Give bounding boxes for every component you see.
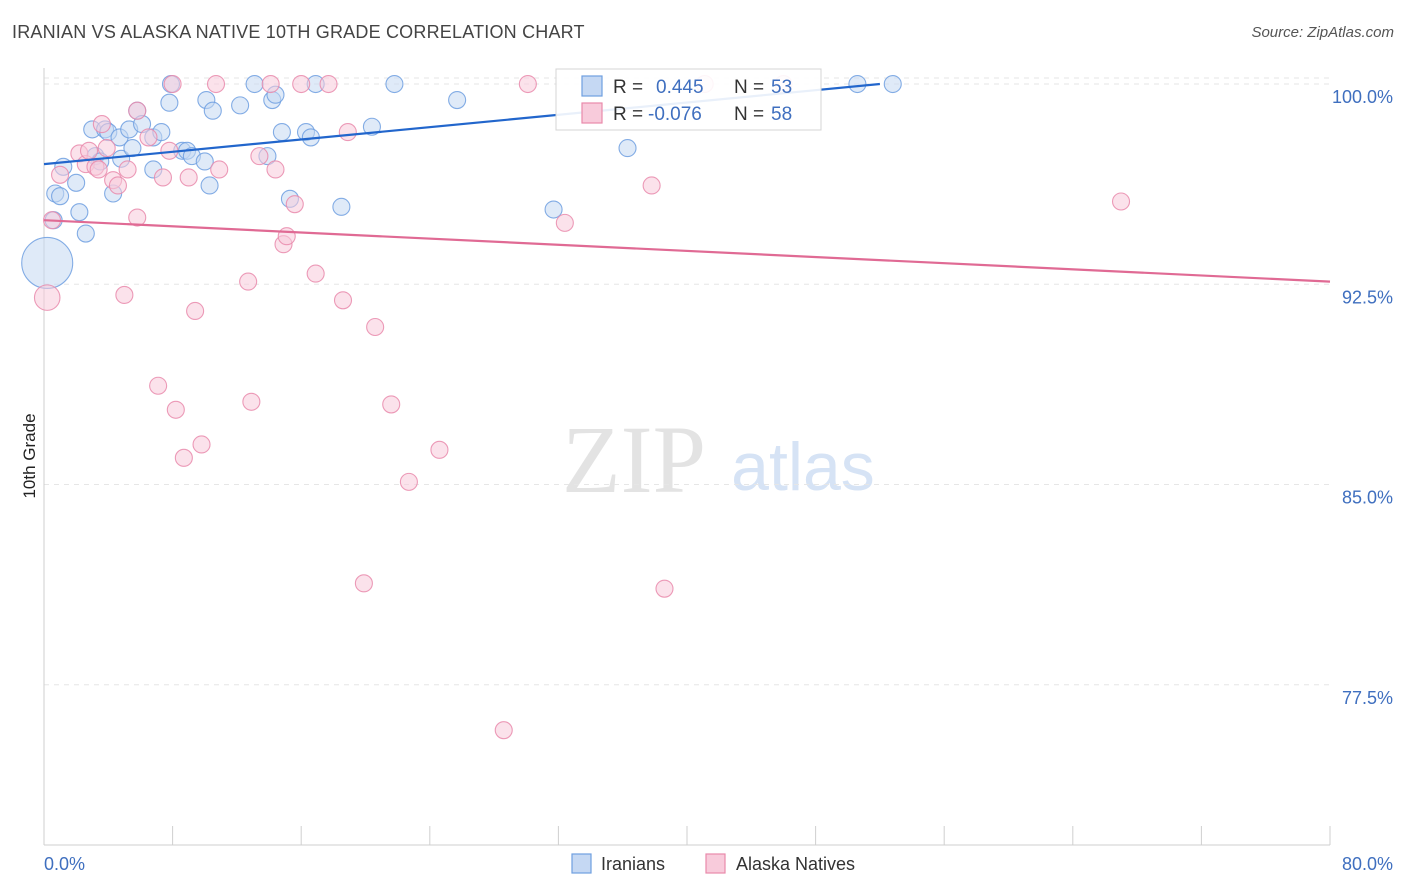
iranians-point <box>200 176 219 195</box>
alaska-natives-point <box>149 376 168 395</box>
alaska-natives-r-label: R = <box>613 104 643 125</box>
alaska-natives-point <box>92 115 111 134</box>
alaska-natives-point <box>642 176 661 195</box>
iranians-point <box>21 236 74 289</box>
alaska-natives-points <box>33 74 1131 740</box>
alaska-natives-point <box>108 176 127 195</box>
alaska-natives-point <box>333 291 353 310</box>
alaska-natives-point <box>192 435 211 454</box>
alaska-natives-point <box>89 160 108 179</box>
iranians-point <box>544 200 563 219</box>
iranians-point <box>51 187 70 206</box>
iranians-n-value: 53 <box>771 77 792 98</box>
alaska-natives-point <box>128 101 147 120</box>
alaska-natives-point <box>118 160 137 179</box>
alaska-natives-point <box>430 440 449 459</box>
legend-iranians-swatch <box>571 853 592 874</box>
x-ticks <box>43 826 1331 845</box>
iranians-point <box>160 93 179 112</box>
alaska-natives-point <box>206 74 226 94</box>
alaska-natives-point <box>115 285 134 305</box>
y-tick-labels: 77.5% 85.0% 92.5% 100.0% <box>1332 87 1393 708</box>
alaska-natives-point <box>354 574 373 593</box>
chart-title: IRANIAN VS ALASKA NATIVE 10TH GRADE CORR… <box>12 22 585 42</box>
alaska-natives-point <box>555 213 574 232</box>
x-tick-label-max: 80.0% <box>1342 854 1393 874</box>
iranians-r-value: 0.445 <box>656 77 704 98</box>
iranians-point <box>448 90 467 110</box>
iranians-point <box>385 74 404 94</box>
alaska-natives-point <box>494 721 513 740</box>
alaska-natives-point <box>163 74 182 94</box>
iranians-point <box>67 173 86 192</box>
y-tick-label: 77.5% <box>1342 688 1393 708</box>
alaska-natives-point <box>399 472 418 491</box>
iranians-point <box>231 96 250 115</box>
legend: Iranians Alaska Natives <box>571 853 855 874</box>
alaska-natives-point <box>277 227 296 246</box>
alaska-natives-point <box>239 272 258 291</box>
y-tick-label: 85.0% <box>1342 488 1393 508</box>
watermark-atlas: atlas <box>731 429 875 505</box>
alaska-natives-point <box>174 448 193 467</box>
alaska-natives-point <box>97 139 116 158</box>
alaska-natives-point <box>51 165 70 184</box>
alaska-natives-point <box>338 123 357 142</box>
iranians-point <box>245 74 264 94</box>
legend-alaska-natives-label: Alaska Natives <box>736 854 855 874</box>
x-tick-label-min: 0.0% <box>44 854 85 874</box>
alaska-natives-point <box>655 579 674 598</box>
iranians-n-label: N = <box>734 77 764 98</box>
alaska-natives-point <box>210 160 229 179</box>
alaska-natives-point <box>250 147 269 166</box>
alaska-natives-point <box>382 395 401 414</box>
alaska-natives-trendline <box>43 219 1331 283</box>
alaska-natives-point <box>139 128 158 147</box>
iranians-point <box>362 117 381 136</box>
iranians-point <box>332 197 351 216</box>
alaska-natives-point <box>79 141 99 160</box>
iranians-point <box>76 224 95 243</box>
iranians-swatch <box>581 75 603 97</box>
legend-iranians-label: Iranians <box>601 854 665 874</box>
iranians-point <box>848 74 867 94</box>
alaska-natives-n-label: N = <box>734 104 764 125</box>
alaska-natives-point <box>128 208 147 227</box>
iranians-point <box>883 74 902 94</box>
iranians-r-label: R = <box>613 77 643 98</box>
alaska-natives-point <box>292 74 311 94</box>
alaska-natives-point <box>153 168 173 187</box>
iranians-point <box>618 139 637 158</box>
gridlines <box>44 77 1330 686</box>
iranians-point <box>195 152 214 171</box>
y-tick-label: 92.5% <box>1342 287 1393 307</box>
iranians-point <box>203 101 222 120</box>
alaska-natives-n-value: 58 <box>771 104 792 125</box>
alaska-natives-point <box>33 284 61 311</box>
alaska-natives-point <box>242 392 261 411</box>
alaska-natives-point <box>1111 192 1131 211</box>
alaska-natives-point <box>186 301 205 321</box>
alaska-natives-point <box>179 168 198 187</box>
chart-source: Source: ZipAtlas.com <box>1251 24 1394 41</box>
watermark-zip: ZIP <box>562 406 706 513</box>
alaska-natives-point <box>306 264 325 283</box>
y-axis-title: 10th Grade <box>20 413 39 498</box>
stats-box: R = 0.445 N = 53 R = -0.076 N = 58 <box>555 68 822 131</box>
y-tick-label: 100.0% <box>1332 87 1393 107</box>
alaska-natives-point <box>319 74 338 94</box>
alaska-natives-swatch <box>581 102 603 124</box>
legend-alaska-natives-swatch <box>705 853 726 874</box>
alaska-natives-point <box>266 160 285 179</box>
alaska-natives-point <box>518 74 537 94</box>
iranians-points <box>21 74 902 289</box>
alaska-natives-point <box>366 317 385 337</box>
iranians-point <box>272 123 291 142</box>
alaska-natives-point <box>285 195 304 214</box>
alaska-natives-r-value: -0.076 <box>648 104 702 125</box>
alaska-natives-point <box>261 74 280 94</box>
alaska-natives-point <box>166 400 185 419</box>
iranians-point <box>70 203 89 222</box>
